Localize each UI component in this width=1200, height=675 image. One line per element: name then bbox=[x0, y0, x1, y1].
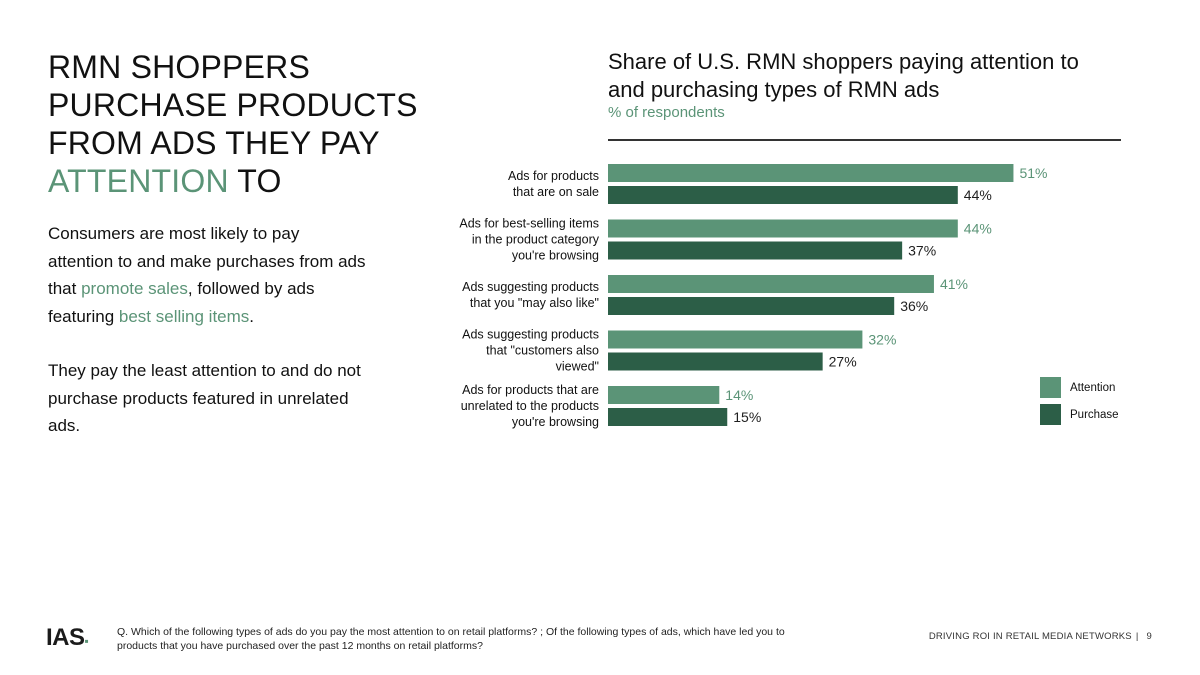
bar-attention bbox=[608, 275, 934, 293]
legend-attention: Attention bbox=[1040, 377, 1115, 398]
highlight-promote-sales: promote sales bbox=[81, 279, 188, 298]
headline-line-1: RMN SHOPPERS bbox=[48, 49, 310, 85]
headline: RMN SHOPPERS PURCHASE PRODUCTS FROM ADS … bbox=[48, 48, 428, 200]
legend-purchase: Purchase bbox=[1040, 404, 1119, 425]
data-label: 41% bbox=[940, 276, 968, 292]
category-label: that you "may also like" bbox=[470, 296, 599, 310]
bar-chart: Ads for products that are on sale 51% 44% Ad… bbox=[459, 164, 1047, 429]
headline-line-2: PURCHASE PRODUCTS bbox=[48, 87, 418, 123]
data-label: 32% bbox=[868, 332, 896, 348]
category-label: Ads for best-selling items bbox=[459, 217, 599, 231]
bar-purchase bbox=[608, 352, 823, 371]
report-name: DRIVING ROI IN RETAIL MEDIA NETWORKS bbox=[928, 631, 1132, 642]
category-label: viewed" bbox=[556, 360, 599, 374]
category-label: in the product category bbox=[472, 233, 600, 247]
logo-text: IAS bbox=[46, 624, 85, 651]
category-label: you're browsing bbox=[512, 249, 599, 263]
category-label: that "customers also bbox=[486, 344, 599, 358]
category-label: unrelated to the products bbox=[461, 399, 599, 413]
category-label: you're browsing bbox=[512, 415, 599, 429]
category-label: Ads for products bbox=[508, 169, 599, 183]
headline-line-3: FROM ADS THEY PAY bbox=[48, 125, 380, 161]
bar-purchase bbox=[608, 186, 958, 204]
body-copy: Consumers are most likely to pay attenti… bbox=[48, 220, 368, 467]
data-label: 37% bbox=[908, 243, 936, 259]
category-label: Ads for products that are bbox=[462, 383, 599, 397]
data-label: 44% bbox=[964, 187, 992, 203]
bar-attention bbox=[608, 386, 720, 404]
body-text: . bbox=[249, 306, 255, 326]
bar-purchase bbox=[608, 241, 903, 260]
headline-accent: ATTENTION bbox=[48, 163, 229, 199]
legend-swatch-attention bbox=[1040, 377, 1061, 398]
category-label: Ads suggesting products bbox=[462, 280, 599, 294]
category-label: that are on sale bbox=[513, 185, 599, 199]
legend-label-purchase: Purchase bbox=[1070, 408, 1119, 421]
footer-report: DRIVING ROI IN RETAIL MEDIA NETWORKS | 9 bbox=[929, 631, 1152, 642]
body-text: , followed by ads featuring bbox=[48, 279, 315, 326]
data-label: 36% bbox=[900, 298, 928, 314]
bar-purchase bbox=[608, 297, 895, 315]
data-label: 14% bbox=[725, 387, 753, 403]
data-label: 44% bbox=[964, 221, 992, 237]
legend-label-attention: Attention bbox=[1070, 381, 1116, 394]
highlight-best-selling: best selling items bbox=[118, 306, 250, 326]
chart-title: Share of U.S. RMN shoppers paying attent… bbox=[608, 49, 1079, 102]
body-paragraph-2: They pay the least attention to and do n… bbox=[48, 361, 361, 435]
title-divider bbox=[608, 139, 1121, 141]
data-label: 15% bbox=[733, 409, 761, 425]
footer-separator: | bbox=[1135, 631, 1139, 642]
bar-attention bbox=[608, 219, 958, 238]
bar-attention bbox=[608, 164, 1014, 182]
logo-mark-icon: ▪ bbox=[84, 634, 89, 648]
category-label: Ads suggesting products bbox=[462, 328, 599, 342]
legend-swatch-purchase bbox=[1040, 404, 1061, 425]
survey-question-note: Q. Which of the following types of ads d… bbox=[117, 626, 785, 652]
chart-subtitle: % of respondents bbox=[608, 104, 725, 121]
bar-purchase bbox=[608, 408, 728, 426]
bar-attention bbox=[608, 330, 863, 349]
headline-tail: TO bbox=[228, 163, 282, 199]
data-label: 51% bbox=[1019, 165, 1047, 181]
body-text: Consumers are most likely to pay attenti… bbox=[48, 224, 366, 298]
data-label: 27% bbox=[829, 354, 857, 370]
ias-logo: IAS▪ bbox=[46, 624, 89, 652]
page-number: 9 bbox=[1146, 631, 1152, 642]
body-paragraph-1: Consumers are most likely to pay attenti… bbox=[48, 220, 368, 330]
